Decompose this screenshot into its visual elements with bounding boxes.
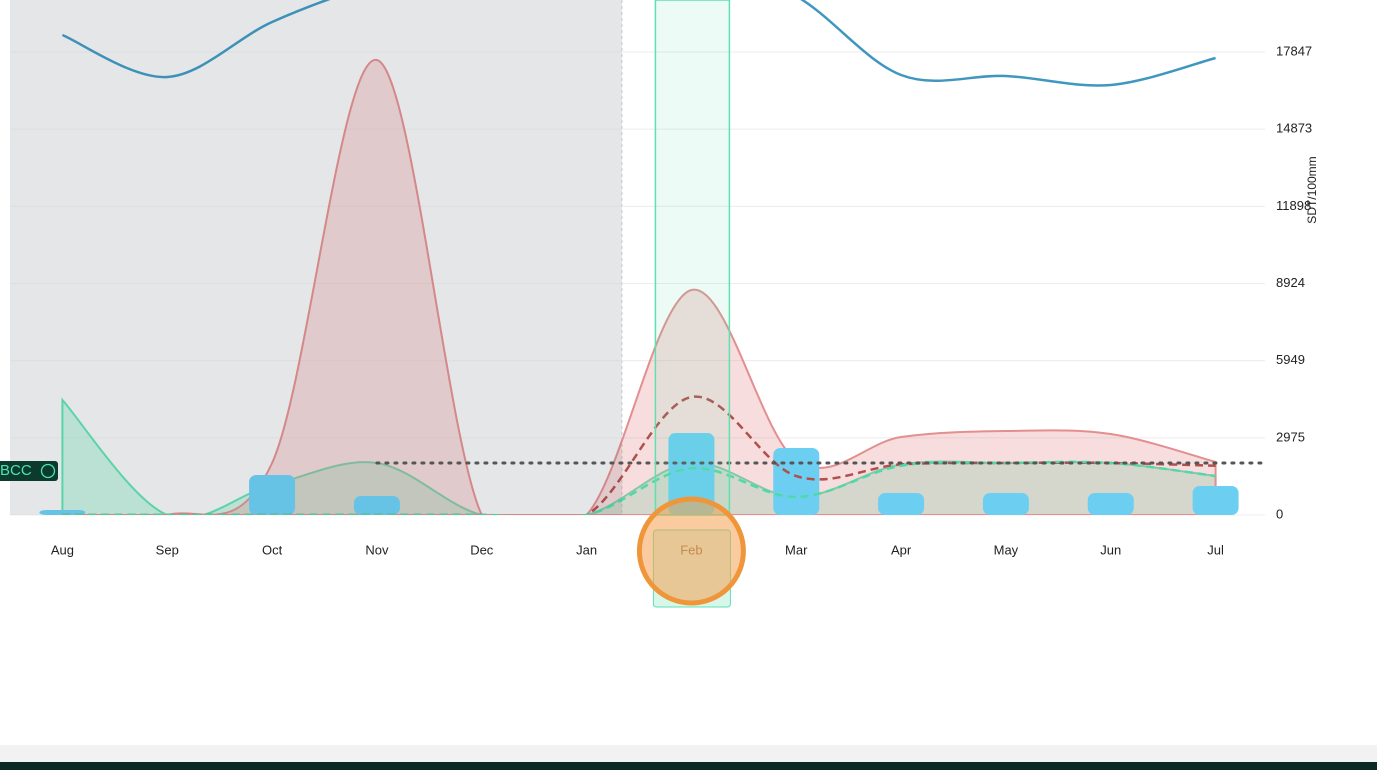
threshold-label: BCC — [0, 462, 32, 479]
x-tick-label: Mar — [785, 542, 808, 557]
x-tick-label: Apr — [891, 542, 912, 557]
y-tick-label: 17847 — [1276, 43, 1312, 58]
y-tick-label: 8924 — [1276, 275, 1305, 290]
bar — [1087, 493, 1134, 515]
focus-ring — [636, 496, 746, 606]
bar — [39, 509, 86, 515]
overlays: BCCAugSepOctNovDecJanFebMarAprMayJunJul — [0, 0, 1267, 608]
footer-band — [0, 745, 1377, 762]
highlight-column — [654, 0, 731, 516]
footer-bar — [0, 762, 1377, 770]
info-icon — [40, 463, 56, 479]
area — [62, 58, 1217, 515]
y-tick-label: 14873 — [1276, 121, 1312, 136]
bar — [249, 474, 296, 515]
x-tick-label: Sep — [156, 542, 179, 557]
x-tick-label: Dec — [470, 542, 494, 557]
bar — [878, 493, 925, 515]
bar — [668, 433, 715, 515]
y-tick-label: 2975 — [1276, 429, 1305, 444]
line — [61, 0, 1216, 87]
y-axis-label: SDT/100mm — [1305, 156, 1319, 223]
bar — [982, 493, 1029, 515]
y-tick-label: 0 — [1276, 506, 1283, 521]
y-tick-label: 11898 — [1276, 198, 1311, 213]
bar — [353, 496, 400, 515]
plot-area — [10, 0, 1239, 515]
x-tick-label: May — [994, 542, 1019, 557]
bar — [1192, 485, 1239, 515]
bar — [773, 447, 820, 515]
x-tick-label: Jan — [576, 542, 597, 557]
x-tick-label: Nov — [365, 542, 389, 557]
x-tick-label: Jul — [1207, 542, 1224, 557]
past-tint — [10, 0, 622, 515]
y-tick-label: 5949 — [1276, 352, 1305, 367]
x-tick-label: Oct — [262, 542, 283, 557]
x-tick-label: Aug — [51, 542, 74, 557]
past-shading — [10, 0, 622, 515]
x-tick-label: Jun — [1100, 542, 1121, 557]
grid: 0 2975 5949 8924 11898 14873 17847 — [10, 43, 1312, 521]
